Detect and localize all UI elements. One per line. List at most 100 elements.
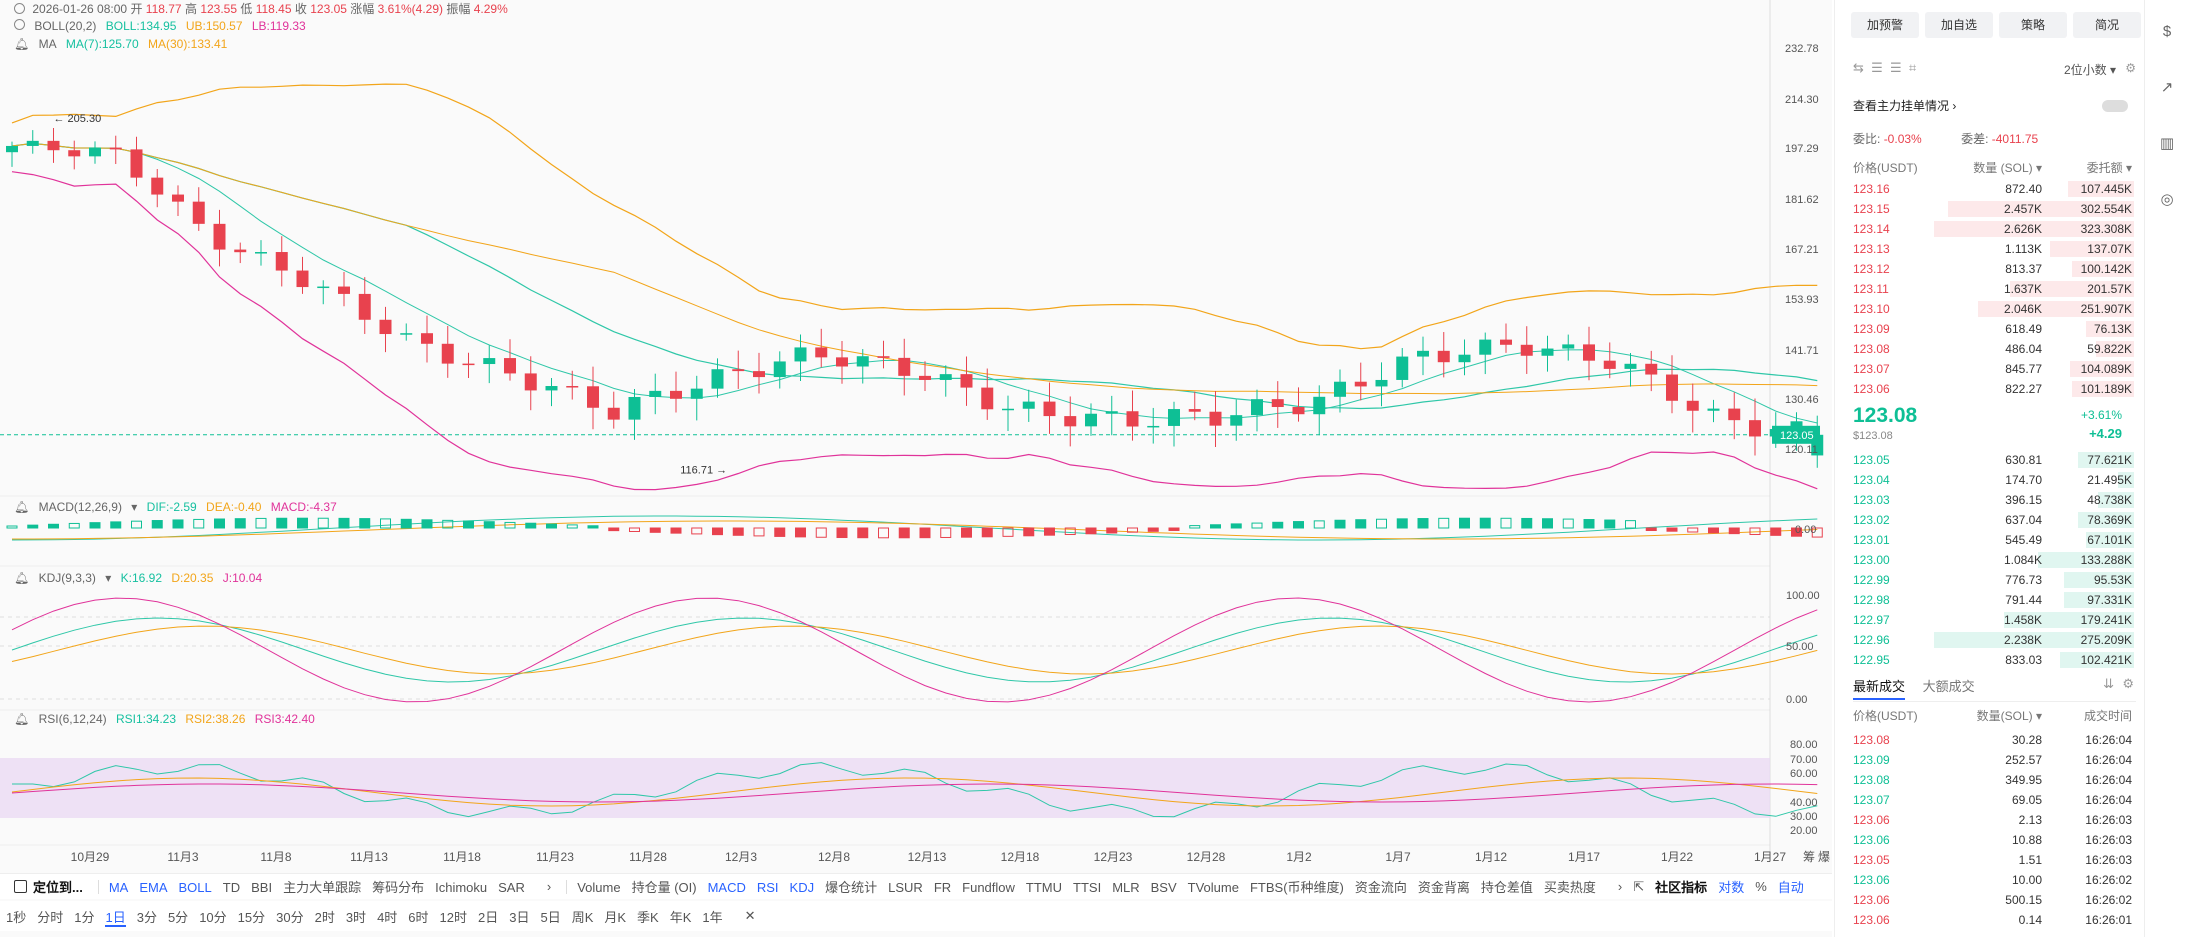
chevron-right-icon[interactable]: › <box>546 879 552 894</box>
bid-row[interactable]: 123.02 637.04 78.369K <box>1853 510 2138 530</box>
ask-row[interactable]: 123.13 1.113K 137.07K <box>1853 239 2138 259</box>
sub-indicator-4[interactable]: KDJ <box>789 880 815 895</box>
bell-icon[interactable]: 🔔︎ <box>14 571 30 585</box>
timeframe-19[interactable]: 季K <box>637 909 659 925</box>
sub-indicator-14[interactable]: FTBS(币种维度) <box>1249 880 1344 895</box>
timeframe-16[interactable]: 5日 <box>540 909 561 925</box>
sub-indicator-0[interactable]: Volume <box>577 880 621 895</box>
kline-chart[interactable]: 232.78 214.30 197.29 181.62 167.21 153.93 141.… <box>0 0 1832 937</box>
external-link-icon[interactable]: ⇱ <box>1633 878 1645 894</box>
main-indicator-0[interactable]: MA <box>108 880 129 895</box>
rsi-legend[interactable]: 🔔︎ RSI(6,12,24) RSI1:34.23 RSI2:38.26 RS… <box>14 711 321 727</box>
timeframe-14[interactable]: 2日 <box>478 909 499 925</box>
main-indicator-4[interactable]: BBI <box>251 880 273 895</box>
gear-icon[interactable]: ⚙ <box>2125 61 2136 75</box>
timeframe-1[interactable]: 分时 <box>37 909 64 925</box>
calendar-icon[interactable] <box>14 880 27 893</box>
ask-row[interactable]: 123.16 872.40 107.445K <box>1853 179 2138 199</box>
main-indicator-5[interactable]: 主力大单跟踪 <box>283 880 362 895</box>
bid-row[interactable]: 123.01 545.49 67.101K <box>1853 530 2138 550</box>
chart-line-icon[interactable]: ↗ <box>2160 79 2174 96</box>
ask-row[interactable]: 123.06 822.27 101.189K <box>1853 379 2138 399</box>
chevron-down-icon[interactable]: ▾ <box>131 500 138 514</box>
timeframe-17[interactable]: 周K <box>571 909 594 925</box>
ask-row[interactable]: 123.09 618.49 76.13K <box>1853 319 2138 339</box>
timeframe-6[interactable]: 10分 <box>199 909 227 925</box>
ask-row[interactable]: 123.11 1.637K 201.57K <box>1853 279 2138 299</box>
main-indicator-7[interactable]: Ichimoku <box>435 880 488 895</box>
tab-large-trades[interactable]: 大额成交 <box>1922 679 1975 694</box>
boll-legend[interactable]: BOLL(20,2) BOLL:134.95 UB:150.57 LB:119.… <box>14 18 312 34</box>
ask-row[interactable]: 123.15 2.457K 302.554K <box>1853 199 2138 219</box>
timeframe-15[interactable]: 3日 <box>509 909 530 925</box>
ma-legend[interactable]: 🔔︎ MA MA(7):125.70 MA(30):133.41 <box>14 36 233 52</box>
sub-indicator-1[interactable]: 持仓量 (OI) <box>631 880 697 895</box>
ask-row[interactable]: 123.08 486.04 59.822K <box>1853 339 2138 359</box>
strategy-button[interactable]: 策略 <box>1999 12 2067 38</box>
chevron-right-icon[interactable]: › <box>1617 879 1623 894</box>
main-indicator-3[interactable]: TD <box>222 880 241 895</box>
bid-row[interactable]: 122.99 776.73 95.53K <box>1853 570 2138 590</box>
macd-legend[interactable]: 🔔︎ MACD(12,26,9) ▾ DIF:-2.59 DEA:-0.40 M… <box>14 499 343 515</box>
sub-indicator-10[interactable]: TTSI <box>1073 880 1102 895</box>
timeframe-0[interactable]: 1秒 <box>6 909 27 925</box>
timeframe-9[interactable]: 2时 <box>314 909 335 925</box>
timeframe-4[interactable]: 3分 <box>136 909 157 925</box>
bell-icon[interactable]: 🔔︎ <box>14 712 30 726</box>
sub-indicator-9[interactable]: TTMU <box>1025 880 1063 895</box>
percent-toggle[interactable]: % <box>1755 879 1767 894</box>
sub-indicator-2[interactable]: MACD <box>707 880 746 895</box>
decimal-select[interactable]: 2位小数 ▾ <box>2063 63 2116 77</box>
book-view-icons[interactable]: ⇆ ☰ ☰ ⌗ <box>1853 60 1917 75</box>
bid-row[interactable]: 122.97 1.458K 179.241K <box>1853 610 2138 630</box>
sub-indicator-7[interactable]: FR <box>933 880 952 895</box>
timeframe-11[interactable]: 4时 <box>377 909 398 925</box>
bar-chart-icon[interactable]: ▥ <box>2159 135 2175 152</box>
bid-row[interactable]: 122.98 791.44 97.331K <box>1853 590 2138 610</box>
timeframe-10[interactable]: 3时 <box>345 909 367 925</box>
locate-button[interactable]: 定位到... <box>33 880 83 895</box>
log-scale-toggle[interactable]: 对数 <box>1718 880 1745 895</box>
timeframe-8[interactable]: 30分 <box>276 909 304 925</box>
sub-indicator-6[interactable]: LSUR <box>888 880 923 895</box>
auto-scale-toggle[interactable]: 自动 <box>1777 880 1804 895</box>
main-indicator-8[interactable]: SAR <box>498 880 525 895</box>
sub-indicator-13[interactable]: TVolume <box>1187 880 1239 895</box>
main-order-toggle[interactable] <box>2102 100 2128 112</box>
filter-icon[interactable]: ⇊ <box>2103 676 2114 691</box>
bid-row[interactable]: 123.05 630.81 77.621K <box>1853 450 2138 470</box>
bid-row[interactable]: 122.96 2.238K 275.209K <box>1853 630 2138 650</box>
chevron-down-icon[interactable]: ▾ <box>105 571 112 585</box>
sub-indicator-15[interactable]: 资金流向 <box>1354 880 1407 895</box>
close-icon[interactable]: ✕ <box>744 908 756 923</box>
bid-row[interactable]: 123.00 1.084K 133.288K <box>1853 550 2138 570</box>
timeframe-18[interactable]: 月K <box>604 909 627 925</box>
main-order-link[interactable]: 查看主力挂单情况 › <box>1853 99 1957 113</box>
settings-circle-icon[interactable]: ◎ <box>2160 191 2174 208</box>
timeframe-2[interactable]: 1分 <box>74 909 95 925</box>
timeframe-7[interactable]: 15分 <box>237 909 266 925</box>
timeframe-21[interactable]: 1年 <box>702 909 723 925</box>
gear-icon[interactable]: ⚙ <box>2122 676 2134 691</box>
dollar-icon[interactable]: $ <box>2162 23 2172 40</box>
alert-button[interactable]: 加预警 <box>1851 12 1919 38</box>
ask-row[interactable]: 123.14 2.626K 323.308K <box>1853 219 2138 239</box>
bid-row[interactable]: 123.03 396.15 48.738K <box>1853 490 2138 510</box>
bell-icon[interactable]: 🔔︎ <box>14 37 30 51</box>
timeframe-3[interactable]: 1日 <box>105 909 126 927</box>
overview-button[interactable]: 简况 <box>2073 12 2141 38</box>
sub-indicator-12[interactable]: BSV <box>1150 880 1177 895</box>
bid-row[interactable]: 123.04 174.70 21.495K <box>1853 470 2138 490</box>
ask-row[interactable]: 123.10 2.046K 251.907K <box>1853 299 2138 319</box>
sub-indicator-5[interactable]: 爆仓统计 <box>825 880 878 895</box>
collapse-icon[interactable] <box>14 19 25 30</box>
kdj-legend[interactable]: 🔔︎ KDJ(9,3,3) ▾ K:16.92 D:20.35 J:10.04 <box>14 570 268 586</box>
main-indicator-2[interactable]: BOLL <box>178 880 212 895</box>
main-indicator-1[interactable]: EMA <box>139 880 168 895</box>
trade-qty-header[interactable]: 数量(SOL) ▾ <box>1976 709 2042 723</box>
sub-indicator-18[interactable]: 买卖热度 <box>1543 880 1596 895</box>
tab-latest-trades[interactable]: 最新成交 <box>1853 679 1906 700</box>
sub-indicator-8[interactable]: Fundflow <box>962 880 1015 895</box>
sub-indicator-3[interactable]: RSI <box>756 880 779 895</box>
bid-row[interactable]: 122.95 833.03 102.421K <box>1853 650 2138 670</box>
